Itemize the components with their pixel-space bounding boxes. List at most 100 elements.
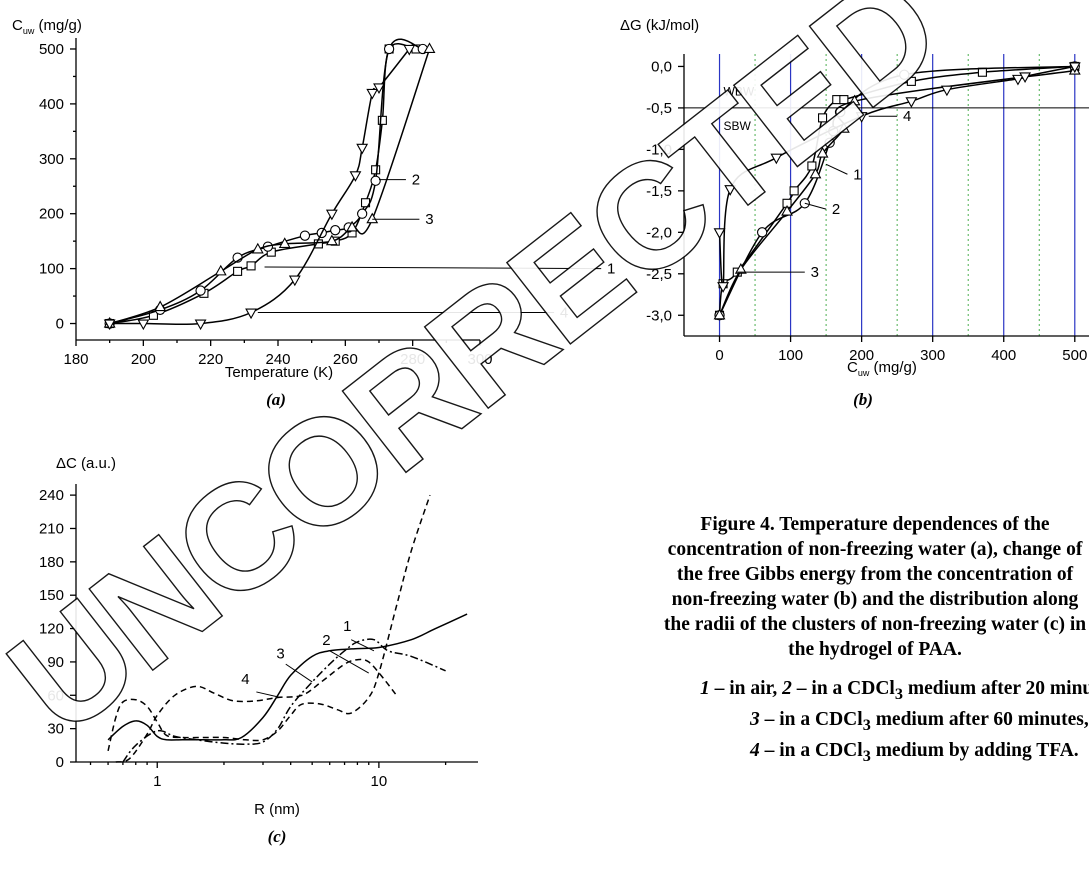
y-axis-label-unit: (mg/g) bbox=[34, 17, 82, 34]
y-tick-label: 400 bbox=[39, 96, 64, 113]
y-axis-label: Cuw (mg/g) bbox=[12, 17, 82, 36]
curve-label-leader bbox=[256, 691, 281, 698]
data-point-circle bbox=[383, 43, 395, 55]
curve-label: 4 bbox=[560, 305, 568, 322]
x-axis-label: R (nm) bbox=[254, 801, 300, 818]
data-point-triangle-down bbox=[770, 153, 783, 165]
x-tick-label: 260 bbox=[333, 351, 358, 368]
x-tick-label: 1 bbox=[153, 773, 161, 790]
data-point-triangle-up bbox=[848, 94, 861, 106]
curve-label-leader bbox=[804, 202, 827, 210]
x-axis-label: Temperature (K) bbox=[225, 364, 333, 381]
y-tick-label: -0,5 bbox=[646, 100, 672, 117]
data-point-triangle-up bbox=[214, 264, 227, 276]
data-point-triangle-up bbox=[366, 212, 379, 224]
legend-text: – in air, bbox=[709, 678, 783, 699]
data-point-triangle-down bbox=[194, 319, 207, 331]
data-point-triangle-up bbox=[251, 242, 264, 254]
y-axis-label-sub: uw bbox=[23, 26, 35, 36]
y-tick-label: -1,5 bbox=[646, 183, 672, 200]
data-point-triangle-up bbox=[816, 146, 829, 158]
panel-label: (c) bbox=[268, 827, 287, 846]
legend-subscript: 3 bbox=[862, 715, 871, 734]
legend-number: 4 bbox=[750, 739, 760, 761]
y-axis-label: ΔC (a.u.) bbox=[56, 455, 116, 472]
y-tick-label: 200 bbox=[39, 206, 64, 223]
curve-label: 3 bbox=[425, 211, 433, 228]
data-point-circle bbox=[357, 208, 368, 219]
data-point-square bbox=[233, 266, 243, 276]
x-tick-label: 500 bbox=[1062, 347, 1087, 364]
curve-label: 1 bbox=[607, 261, 615, 278]
region-label-sbw: SBW bbox=[724, 119, 752, 133]
x-tick-label: 400 bbox=[991, 347, 1016, 364]
caption-line-6: the hydrogel of PAA. bbox=[788, 639, 962, 660]
x-tick-label: 0 bbox=[715, 347, 723, 364]
caption-line-2: concentration of non-freezing water (a),… bbox=[667, 539, 1083, 560]
data-point-triangle-up bbox=[423, 42, 436, 54]
data-point-triangle-down bbox=[1068, 62, 1081, 74]
caption-line-3: the free Gibbs energy from the concentra… bbox=[676, 564, 1074, 585]
data-point-triangle-up bbox=[713, 308, 726, 320]
panel-label: (b) bbox=[853, 390, 873, 409]
curve-label: 3 bbox=[811, 264, 819, 281]
x-tick-label: 300 bbox=[467, 351, 492, 368]
data-point-triangle-down bbox=[905, 97, 918, 108]
data-point-square bbox=[789, 186, 799, 196]
y-tick-label: 60 bbox=[47, 687, 64, 704]
curve-label: 4 bbox=[241, 671, 249, 688]
x-tick-label: 180 bbox=[63, 351, 88, 368]
chart-panel-c: 1 10 0 30 60 90 120 150 180 210 240 ΔC (a.u.) R (nm)… bbox=[39, 455, 478, 846]
x-tick-label: 100 bbox=[778, 347, 803, 364]
data-point-circle bbox=[824, 137, 835, 148]
data-point-triangle-down bbox=[356, 143, 369, 155]
x-tick-label: 280 bbox=[400, 351, 425, 368]
legend-subscript: 3 bbox=[862, 746, 871, 765]
figure-caption: Figure 4. Temperature dependences of the… bbox=[615, 512, 1089, 662]
data-point-triangle-down bbox=[373, 83, 385, 95]
y-tick-label: 0,0 bbox=[651, 58, 672, 75]
legend-text: medium after 60 minutes, bbox=[870, 708, 1089, 730]
curve-label-leader bbox=[329, 650, 369, 674]
curve-label-leader bbox=[825, 163, 848, 175]
data-point-triangle-up bbox=[781, 204, 793, 216]
x-axis-label-unit: (mg/g) bbox=[869, 359, 917, 376]
series-3-curve bbox=[122, 638, 446, 763]
caption-line-5: the radii of the clusters of non-freezin… bbox=[663, 614, 1087, 635]
curve-label: 2 bbox=[412, 172, 420, 189]
data-point-circle bbox=[330, 225, 341, 236]
data-point-triangle-down bbox=[103, 319, 116, 331]
data-point-square bbox=[839, 95, 849, 105]
chart-panel-a: 180 200 220 240 260 280 300 0 100 200 300 400 500 Cuw… bbox=[12, 17, 615, 409]
data-point-circle bbox=[299, 230, 311, 241]
series-2-curve bbox=[107, 494, 431, 752]
data-point-triangle-down bbox=[288, 275, 301, 287]
x-axis-label: Cuw (mg/g) bbox=[847, 359, 917, 378]
legend-text: medium by adding TFA. bbox=[870, 739, 1079, 761]
x-tick-label: 200 bbox=[849, 347, 874, 364]
data-point-triangle-down bbox=[724, 185, 737, 196]
series-1-curve bbox=[109, 43, 417, 325]
series-1-curve bbox=[107, 613, 468, 741]
curve-label: 2 bbox=[832, 201, 840, 218]
legend-text: – in a CDCl bbox=[791, 678, 895, 699]
data-point-circle bbox=[757, 227, 768, 238]
y-tick-label: 120 bbox=[39, 621, 64, 638]
panel-label: (a) bbox=[266, 390, 286, 409]
curve-label-leader bbox=[264, 266, 602, 270]
curve-label: 3 bbox=[276, 646, 284, 663]
data-point-triangle-down bbox=[366, 88, 379, 100]
series-3-curve bbox=[718, 69, 1075, 316]
y-tick-label: -2,0 bbox=[646, 224, 672, 241]
data-point-square bbox=[906, 76, 916, 86]
y-tick-label: 300 bbox=[39, 151, 64, 168]
y-tick-label: 210 bbox=[39, 520, 64, 537]
legend-number: 3 bbox=[750, 708, 760, 730]
x-tick-label: 220 bbox=[198, 351, 223, 368]
data-point-triangle-up bbox=[154, 300, 167, 312]
data-point-triangle-down bbox=[1019, 72, 1031, 84]
data-point-circle bbox=[370, 175, 381, 186]
data-point-triangle-down bbox=[137, 319, 150, 331]
y-tick-label: 240 bbox=[39, 487, 64, 504]
